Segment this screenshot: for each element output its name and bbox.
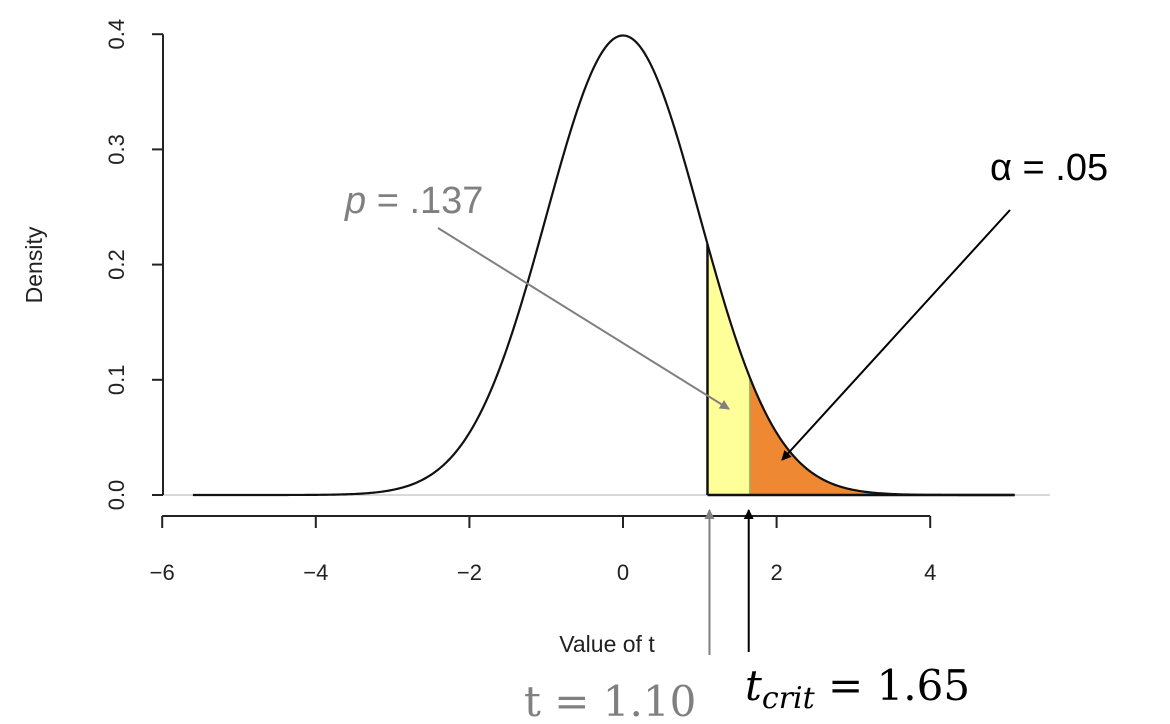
x-tick-label: 2 — [770, 560, 782, 585]
t-critical-label: tcrit = 1.65 — [745, 661, 970, 716]
x-tick-label: −2 — [457, 560, 482, 585]
y-tick-label: 0.2 — [104, 249, 129, 280]
y-tick-label: 0.1 — [104, 365, 129, 396]
y-tick-label: 0.0 — [104, 480, 129, 511]
x-tick-label: 4 — [924, 560, 936, 585]
axes: 0.0 0.1 0.2 0.3 0.4 −6 −4 −2 0 2 4 — [104, 19, 937, 585]
plot-area — [163, 34, 1050, 497]
y-tick-label: 0.3 — [104, 134, 129, 165]
t-observed-label: t = 1.10 — [524, 677, 696, 724]
p-value-region — [707, 244, 750, 495]
x-tick-label: −4 — [303, 560, 328, 585]
density-curve — [192, 34, 1015, 497]
alpha-label: α = .05 — [990, 147, 1108, 189]
annotations: p = .137 α = .05 t = 1.10 tcrit = 1.65 — [344, 147, 1108, 724]
alpha-region — [749, 377, 1015, 495]
x-tick-label: 0 — [617, 560, 629, 585]
alpha-arrow — [781, 209, 1011, 461]
x-tick-label: −6 — [150, 560, 175, 585]
p-value-arrow — [437, 227, 730, 410]
y-axis-title: Density — [21, 226, 47, 303]
p-value-label: p = .137 — [344, 180, 483, 222]
x-axis-title: Value of t — [559, 631, 655, 657]
y-tick-label: 0.4 — [104, 19, 129, 50]
